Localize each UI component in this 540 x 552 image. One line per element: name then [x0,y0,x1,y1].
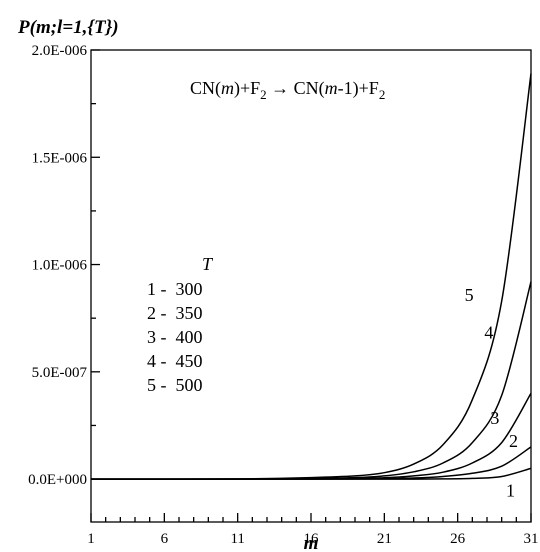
series-label-3: 3 [490,408,499,428]
series-line-3 [91,392,532,480]
y-tick-label: 2.0E-006 [32,43,88,59]
series-line-5 [90,73,532,480]
curves [90,73,532,480]
y-tick-label: 0.0E+000 [28,472,87,488]
legend-entry: 4 - 450 [147,351,203,371]
y-tick-label: 5.0E-007 [32,365,88,381]
y-axis-title: P(m;l=1,{T}) [17,17,119,38]
legend-entry: 5 - 500 [147,375,203,395]
legend-entry: 3 - 400 [147,327,203,347]
x-tick-label: 1 [87,531,95,547]
series-label-1: 1 [506,480,515,500]
x-tick-label: 31 [524,531,539,547]
y-tick-label: 1.0E-006 [32,258,88,274]
x-axis-title: m [304,533,319,552]
x-tick-label: 6 [161,531,169,547]
y-tick-label: 1.5E-006 [32,150,88,166]
legend-title: T [202,254,214,274]
curve-labels: 1 23 45 [465,285,518,500]
legend-entry: 1 - 300 [147,279,203,299]
series-label-2: 2 [509,431,518,451]
series-line-2 [91,446,532,480]
series-label-4: 4 [484,323,493,343]
reaction-annotation: CN(m)+F2 → CN(m-1)+F2 [190,78,385,102]
legend-entry: 2 - 350 [147,303,203,323]
x-tick-label: 11 [230,531,244,547]
x-tick-label: 21 [377,531,392,547]
x-tick-label: 26 [450,531,466,547]
axes-ticks: 0.0E+000 5.0E-007 1.0E-006 1.5E-006 2.0E-006… [28,43,538,547]
series-label-5: 5 [465,285,474,305]
legend: T 1 - 300 2 - 350 3 - 400 4 - 450 5 - 50… [147,254,214,395]
x-tick-label: 16 [304,531,320,547]
